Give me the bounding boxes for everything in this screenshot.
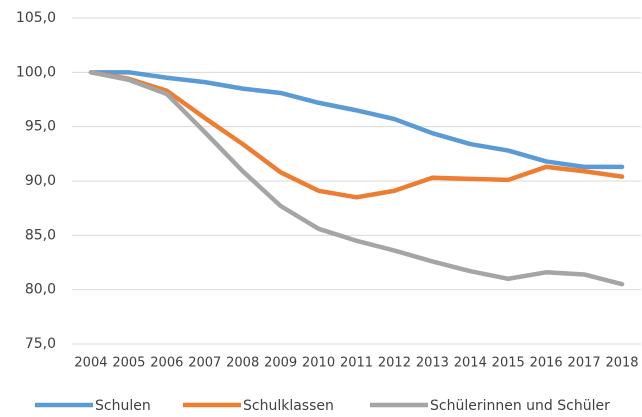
x-tick-label: 2012 — [378, 356, 411, 371]
y-tick-label: 90,0 — [25, 173, 56, 189]
y-tick-label: 105,0 — [16, 10, 56, 26]
legend-label: Schulklassen — [243, 398, 334, 414]
y-tick-label: 80,0 — [25, 282, 56, 298]
x-tick-label: 2013 — [416, 356, 449, 371]
x-tick-label: 2008 — [226, 356, 259, 371]
legend-label: Schülerinnen und Schüler — [430, 398, 610, 414]
series-line — [88, 70, 625, 170]
x-tick-label: 2009 — [264, 356, 297, 371]
x-tick-label: 2007 — [188, 356, 221, 371]
x-tick-label: 2004 — [74, 356, 107, 371]
series-line — [88, 70, 625, 287]
series-line — [88, 70, 625, 200]
y-tick-label: 100,0 — [16, 64, 56, 80]
x-tick-label: 2014 — [454, 356, 487, 371]
x-tick-label: 2017 — [568, 356, 601, 371]
x-tick-label: 2011 — [340, 356, 373, 371]
x-tick-label: 2006 — [150, 356, 183, 371]
x-tick-label: 2010 — [302, 356, 335, 371]
x-tick-label: 2015 — [492, 356, 525, 371]
x-tick-label: 2016 — [530, 356, 563, 371]
y-tick-label: 75,0 — [25, 336, 56, 352]
x-tick-label: 2005 — [112, 356, 145, 371]
y-tick-label: 95,0 — [25, 119, 56, 135]
legend-label: Schulen — [95, 398, 151, 414]
y-tick-label: 85,0 — [25, 227, 56, 243]
x-tick-label: 2018 — [605, 356, 638, 371]
